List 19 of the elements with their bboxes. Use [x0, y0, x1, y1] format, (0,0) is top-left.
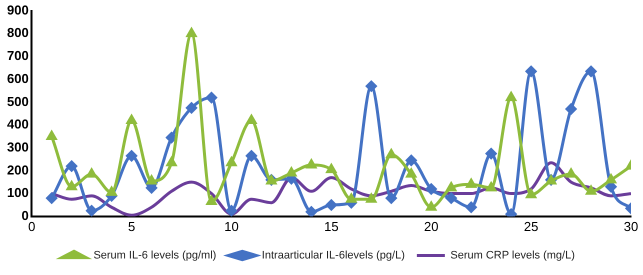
x-tick-label: 15 [324, 218, 339, 234]
y-tick-label: 600 [6, 70, 29, 86]
y-tick-label: 500 [6, 94, 29, 109]
y-tick-label: 0 [21, 208, 29, 223]
x-tick-label: 25 [524, 218, 538, 234]
y-tick-label: 800 [6, 25, 29, 40]
y-tick-label: 900 [6, 2, 29, 18]
x-tick-label: 5 [128, 218, 136, 234]
y-tick-label: 200 [6, 162, 29, 178]
legend-label: Serum CRP levels (mg/L) [450, 250, 575, 262]
y-tick-label: 700 [6, 48, 29, 64]
x-tick-label: 10 [224, 218, 239, 234]
x-tick-label: 30 [624, 218, 638, 234]
legend-label: Intraarticular IL-6levels (pg/L) [262, 250, 405, 262]
x-tick-label: 20 [424, 218, 438, 234]
y-tick-label: 400 [6, 116, 29, 132]
y-tick-label: 100 [6, 185, 29, 200]
legend-label: Serum IL-6 levels (pg/ml) [93, 250, 216, 262]
y-tick-label: 300 [6, 139, 29, 154]
